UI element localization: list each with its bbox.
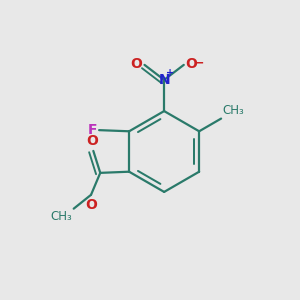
Text: +: +: [166, 68, 174, 78]
Text: N: N: [158, 73, 170, 87]
Text: F: F: [87, 123, 97, 137]
Text: O: O: [186, 57, 197, 71]
Text: O: O: [86, 134, 98, 148]
Text: O: O: [130, 57, 142, 71]
Text: CH₃: CH₃: [222, 104, 244, 117]
Text: CH₃: CH₃: [51, 210, 73, 223]
Text: −: −: [194, 56, 204, 70]
Text: O: O: [85, 198, 97, 212]
